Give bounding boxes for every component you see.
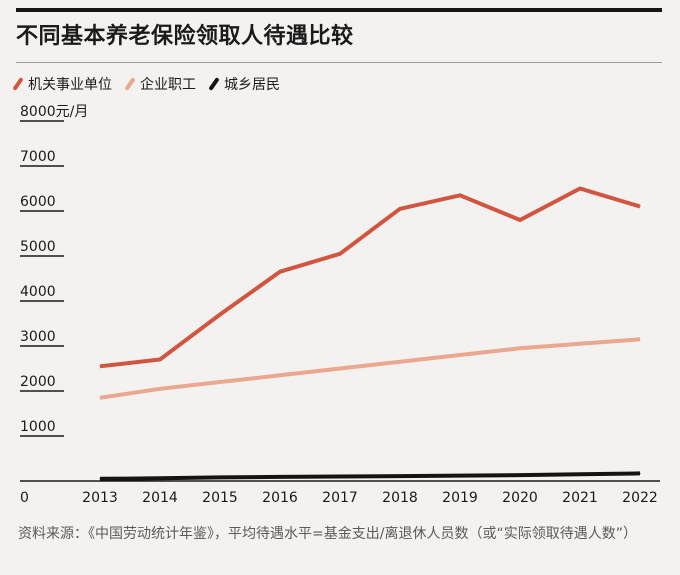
y-tick-label: 6000 [20,194,56,210]
data-point [339,368,341,369]
x-tick-label: 2013 [82,490,118,506]
y-tick-label: 8000元/月 [20,104,88,120]
data-point [339,476,341,477]
data-point [519,347,521,349]
data-point [459,354,461,356]
x-tick-label: 2014 [142,490,178,506]
legend-label-resident: 城乡居民 [224,77,280,93]
data-point [639,206,641,207]
legend-item-enterprise: 企业职工 [124,74,196,94]
legend-label-enterprise: 企业职工 [140,77,196,93]
data-point [459,194,461,196]
data-point [99,397,101,399]
data-point [519,474,521,476]
legend-swatch-enterprise [124,77,136,91]
data-point [519,219,521,221]
legend-swatch-resident [208,77,220,91]
data-point [279,271,281,273]
legend-item-resident: 城乡居民 [208,74,280,94]
data-point [159,477,161,479]
data-point [579,343,581,345]
series-line-2 [99,337,641,400]
data-point [219,314,221,315]
series-line-3 [99,471,641,481]
data-point [399,361,401,363]
x-tick-label: 2020 [502,490,538,506]
data-point [399,208,401,210]
top-rule [16,8,662,12]
x-tick-label: 2017 [322,490,358,506]
chart-area: 1000 2000 3000 4000 5000 6000 7000 8000元/月 0 2013… [0,100,680,520]
data-point [579,473,581,475]
x-tick-label: 2016 [262,490,298,506]
legend: 机关事业单位 企业职工 城乡居民 [12,74,296,94]
legend-label-institution: 机关事业单位 [28,77,112,93]
x-tick-label: 2018 [382,490,418,506]
data-point [339,253,341,255]
y-tick-label: 5000 [20,239,56,255]
data-point [279,476,281,478]
chart-title: 不同基本养老保险领取人待遇比较 [16,24,354,49]
data-point [639,472,641,474]
data-point [399,475,401,477]
y-tick-label: 4000 [20,284,56,300]
y-tick-label: 3000 [20,329,56,345]
y-tick-label: 1000 [20,419,56,435]
data-point [219,476,221,478]
data-point [219,381,221,383]
x-tick-label: 2015 [202,490,238,506]
source-note: 资料来源：《中国劳动统计年鉴》，平均待遇水平=基金支出/离退休人员数（或“实际领… [18,526,637,542]
data-point [159,359,161,360]
data-point [639,338,641,340]
x-tick-label: 2019 [442,490,478,506]
x-tick-label: 2021 [562,490,598,506]
line-chart: 1000 2000 3000 4000 5000 6000 7000 8000元/月 0 2013… [20,104,660,506]
data-point [159,388,161,390]
x-tick-label: 2022 [622,490,658,506]
data-point [579,188,581,189]
series-line-1 [99,186,641,369]
data-point [279,374,281,376]
data-point [99,478,101,480]
y-tick-label: 7000 [20,149,56,165]
legend-swatch-institution [12,77,24,91]
legend-item-institution: 机关事业单位 [12,74,112,94]
data-point [99,365,101,367]
data-point [459,475,461,477]
y-tick-label: 2000 [20,374,56,390]
y-tick-label: 0 [20,490,29,506]
title-divider [16,62,662,63]
